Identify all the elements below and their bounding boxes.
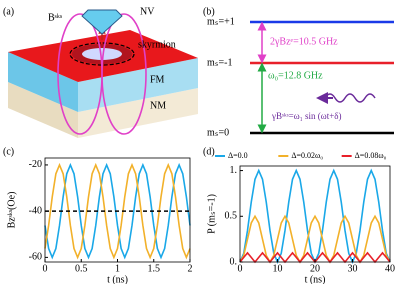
panel-label: (b): [203, 6, 215, 17]
y-axis-label: Bzˢᵏˢ(Oe): [6, 192, 17, 229]
x-tick-label: 10: [273, 263, 283, 274]
nm-layer: [8, 82, 78, 138]
panel-b: (b) mₛ=+1 mₛ=-1 mₛ=0 2γBzᵉ=10.5 GHz ω₀=1…: [203, 6, 394, 138]
zeeman-label: 2γBzᵉ=10.5 GHz: [270, 36, 338, 47]
drive-wave: [324, 93, 376, 103]
nv-diamond: [81, 9, 123, 35]
skyrmion-label: skyrmion: [138, 39, 176, 50]
y-axis-label: P (mₛ=-1): [206, 194, 217, 234]
y-tick-label: 0.5: [225, 211, 238, 222]
legend-label: Δ=0.02ω₀: [291, 151, 323, 160]
x-tick-label: 0: [43, 263, 48, 274]
y-tick-label: 0.: [230, 256, 238, 267]
layer-label: FM: [150, 74, 165, 85]
x-tick-label: 1.5: [148, 263, 161, 274]
y-tick-label: -20: [29, 159, 42, 170]
layer-label: NM: [150, 100, 166, 111]
fm-layer: [78, 58, 198, 112]
y-tick-label: -60: [29, 252, 42, 263]
panel-label: (c): [3, 146, 14, 157]
field-loop: [101, 13, 147, 135]
x-tick-label: 2: [188, 263, 193, 274]
x-tick-label: 1: [115, 263, 120, 274]
legend-label: Δ=0.08ω₀: [355, 151, 387, 160]
transition-label: ω₀=12.8 GHz: [268, 70, 323, 81]
x-tick-label: 40: [385, 263, 395, 274]
x-axis-label: t (ns): [107, 274, 128, 284]
nv-label: NV: [140, 6, 155, 17]
panel-label: (a): [3, 6, 14, 17]
fm-layer: [8, 52, 78, 112]
nm-layer: [78, 88, 198, 138]
x-axis-label: t (ns): [305, 274, 326, 284]
level-label: mₛ=0: [207, 127, 229, 138]
legend-label: Δ=0.0: [228, 151, 248, 160]
drive-label: γBˢᵏˢ=ω₁ sin (ωt+δ): [271, 111, 342, 121]
skyrmion-boundary: [69, 42, 135, 66]
field-label: Bˢᵏˢ: [48, 12, 62, 23]
level-label: mₛ=-1: [207, 57, 232, 68]
panel-a: (a) Bˢᵏˢ NV skyrmion FM NM: [3, 6, 198, 138]
panel-label: (d): [203, 146, 215, 157]
series-line: [239, 214, 391, 264]
level-label: mₛ=+1: [207, 16, 235, 27]
series-line: [44, 162, 191, 260]
x-tick-label: 0.5: [75, 263, 88, 274]
x-tick-label: 30: [348, 263, 358, 274]
y-tick-label: 1.: [230, 165, 238, 176]
x-tick-label: 20: [310, 263, 320, 274]
series-line: [44, 162, 191, 260]
y-tick-label: -40: [29, 205, 42, 216]
skyrmion-core: [82, 48, 122, 60]
x-tick-label: 0: [238, 263, 243, 274]
